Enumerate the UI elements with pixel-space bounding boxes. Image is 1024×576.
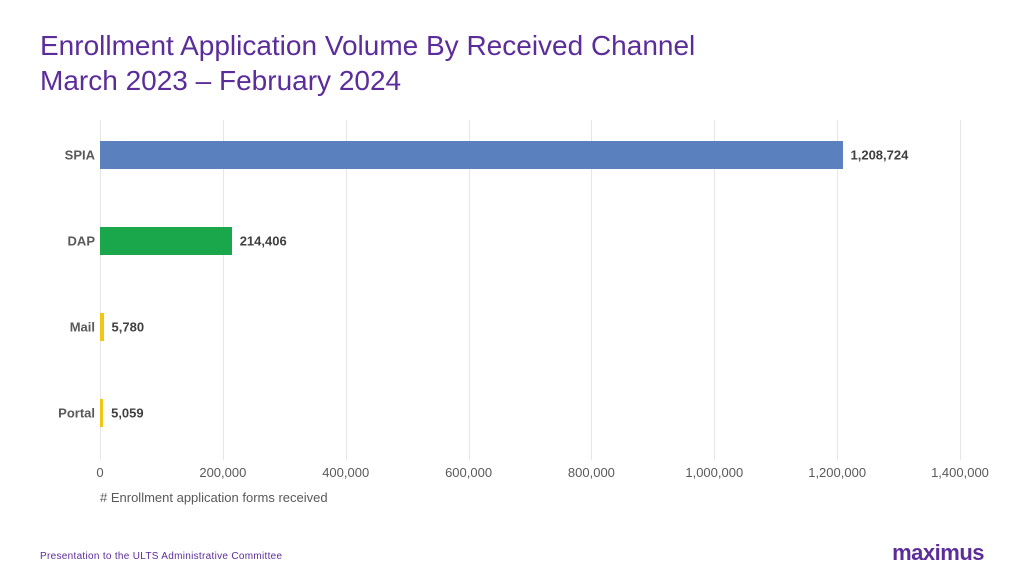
category-label: Portal xyxy=(40,406,95,421)
bar-value-label: 214,406 xyxy=(240,234,287,249)
x-tick-label: 800,000 xyxy=(568,465,615,480)
category-label: DAP xyxy=(40,234,95,249)
chart-plot: 1,208,724 214,406 5,780 5,059 xyxy=(100,120,960,460)
x-tick-label: 0 xyxy=(96,465,103,480)
chart: 1,208,724 214,406 5,780 5,059 SPIA DAP Mail Po… xyxy=(40,120,980,490)
bar-value-label: 5,059 xyxy=(111,406,144,421)
bar-value-label: 5,780 xyxy=(112,320,145,335)
slide-title: Enrollment Application Volume By Receive… xyxy=(40,28,984,98)
x-axis-title: # Enrollment application forms received xyxy=(100,490,328,505)
x-tick-label: 400,000 xyxy=(322,465,369,480)
bar-value-label: 1,208,724 xyxy=(851,148,909,163)
x-tick-label: 600,000 xyxy=(445,465,492,480)
x-tick-label: 1,200,000 xyxy=(808,465,866,480)
category-label: SPIA xyxy=(40,148,95,163)
grid-line xyxy=(960,120,961,460)
x-tick-label: 200,000 xyxy=(199,465,246,480)
bar xyxy=(100,227,232,255)
x-tick-label: 1,000,000 xyxy=(685,465,743,480)
grid-line xyxy=(223,120,224,460)
grid-line xyxy=(714,120,715,460)
slide: Enrollment Application Volume By Receive… xyxy=(0,0,1024,576)
grid-line xyxy=(837,120,838,460)
bar xyxy=(100,399,103,427)
brand-logo: maximus xyxy=(892,540,984,566)
x-tick-label: 1,400,000 xyxy=(931,465,989,480)
grid-line xyxy=(591,120,592,460)
grid-line xyxy=(469,120,470,460)
grid-line xyxy=(346,120,347,460)
title-line-1: Enrollment Application Volume By Receive… xyxy=(40,30,695,61)
bar xyxy=(100,141,843,169)
footer-text: Presentation to the ULTS Administrative … xyxy=(40,551,282,562)
title-line-2: March 2023 – February 2024 xyxy=(40,65,401,96)
bar xyxy=(100,313,104,341)
category-label: Mail xyxy=(40,320,95,335)
